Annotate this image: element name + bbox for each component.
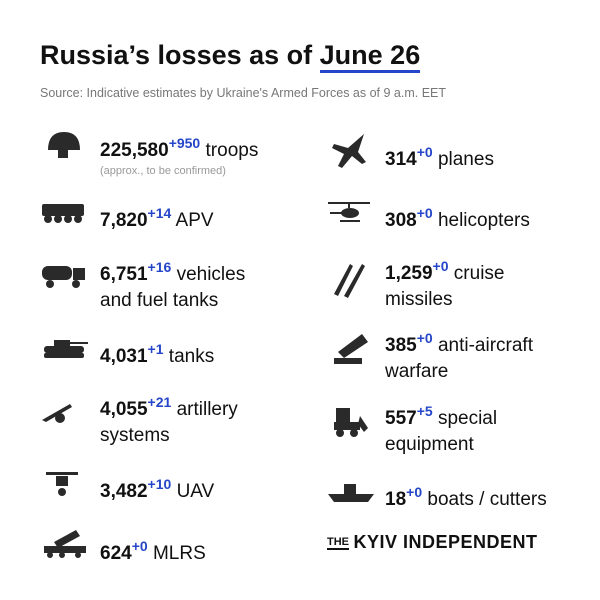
stat-item: 4,055+21 artillery systems bbox=[100, 389, 238, 449]
brand-name: KYIV INDEPENDENT bbox=[353, 532, 538, 552]
icon-aa bbox=[334, 334, 368, 364]
stat-item: 4,031+1 tanks bbox=[100, 336, 214, 370]
stat-item: 557+5 special equipment bbox=[385, 398, 497, 458]
stat-label: planes bbox=[437, 149, 494, 170]
stat-delta: +0 bbox=[416, 330, 433, 346]
stat-value: 4,031 bbox=[100, 346, 148, 367]
stat-item: 314+0 planes bbox=[385, 139, 494, 173]
stat-delta: +14 bbox=[147, 205, 172, 221]
stat-line: systems bbox=[100, 423, 238, 449]
stat-label: warfare bbox=[385, 361, 449, 382]
stat-label: UAV bbox=[176, 481, 215, 502]
stat-value: 385 bbox=[385, 335, 417, 356]
stat-label: helicopters bbox=[437, 210, 530, 231]
stat-line: equipment bbox=[385, 432, 497, 458]
stat-label: cruise bbox=[453, 263, 505, 284]
stat-label: vehicles bbox=[176, 264, 246, 285]
title: Russia’s losses as of June 26 bbox=[40, 40, 421, 73]
icon-plane bbox=[332, 134, 366, 168]
icon-artillery bbox=[42, 404, 72, 423]
stat-item: 308+0 helicopters bbox=[385, 200, 530, 234]
stat-label: tanks bbox=[168, 346, 215, 367]
stat-label: troops bbox=[205, 140, 259, 161]
stat-note: (approx., to be confirmed) bbox=[100, 165, 226, 177]
stat-line: missiles bbox=[385, 287, 504, 313]
stat-value: 7,820 bbox=[100, 210, 148, 231]
stat-line: 18+0 boats / cutters bbox=[385, 479, 547, 513]
icon-special bbox=[334, 408, 368, 437]
stat-line: 4,055+21 artillery bbox=[100, 389, 238, 423]
stat-label: boats / cutters bbox=[427, 489, 547, 510]
stat-line: 314+0 planes bbox=[385, 139, 494, 173]
stat-line: 3,482+10 UAV bbox=[100, 471, 214, 505]
stat-delta: +21 bbox=[147, 394, 172, 410]
stat-line: 4,031+1 tanks bbox=[100, 336, 214, 370]
stat-delta: +0 bbox=[416, 144, 433, 160]
title-date: June 26 bbox=[319, 40, 421, 73]
stat-label: special bbox=[437, 408, 498, 429]
icon-apv bbox=[42, 204, 84, 223]
stat-label: anti-aircraft bbox=[437, 335, 533, 356]
brand: THE KYIV INDEPENDENT bbox=[327, 532, 537, 553]
stat-line: 1,259+0 cruise bbox=[385, 253, 504, 287]
stat-item: 18+0 boats / cutters bbox=[385, 479, 547, 513]
stat-line: 385+0 anti-aircraft bbox=[385, 325, 533, 359]
stat-item: 385+0 anti-aircraft warfare bbox=[385, 325, 533, 385]
stat-delta: +10 bbox=[147, 476, 172, 492]
stat-label: and fuel tanks bbox=[100, 290, 219, 311]
stat-label: MLRS bbox=[152, 543, 206, 564]
icon-tank bbox=[44, 340, 88, 358]
stat-value: 1,259 bbox=[385, 263, 433, 284]
stat-label: artillery bbox=[176, 399, 238, 420]
stat-line: 308+0 helicopters bbox=[385, 200, 530, 234]
stat-line: 624+0 MLRS bbox=[100, 533, 206, 567]
stat-delta: +0 bbox=[432, 258, 449, 274]
stat-value: 18 bbox=[385, 489, 407, 510]
title-text: Russia’s losses as of bbox=[40, 40, 313, 70]
stat-line: 557+5 special bbox=[385, 398, 497, 432]
stat-delta: +950 bbox=[168, 135, 201, 151]
brand-prefix: THE bbox=[327, 536, 349, 550]
stat-delta: +1 bbox=[147, 341, 164, 357]
icon-boat bbox=[328, 484, 374, 502]
icon-helicopter bbox=[328, 202, 370, 222]
stat-label: equipment bbox=[385, 434, 474, 455]
stat-delta: +0 bbox=[416, 205, 433, 221]
stat-value: 4,055 bbox=[100, 399, 148, 420]
stat-line: 225,580+950 troops bbox=[100, 130, 258, 164]
stat-line: and fuel tanks bbox=[100, 288, 245, 314]
icon-mlrs bbox=[44, 530, 86, 558]
stat-line: 6,751+16 vehicles bbox=[100, 254, 245, 288]
stat-line: 7,820+14 APV bbox=[100, 200, 214, 234]
stat-value: 308 bbox=[385, 210, 417, 231]
stat-value: 225,580 bbox=[100, 140, 169, 161]
stat-item: 3,482+10 UAV bbox=[100, 471, 214, 505]
stat-item: 624+0 MLRS bbox=[100, 533, 206, 567]
stat-value: 557 bbox=[385, 408, 417, 429]
stat-label: missiles bbox=[385, 289, 453, 310]
stat-item: 7,820+14 APV bbox=[100, 200, 214, 234]
stat-delta: +5 bbox=[416, 403, 433, 419]
icon-missiles bbox=[334, 264, 365, 298]
icon-uav bbox=[46, 472, 78, 496]
stat-delta: +0 bbox=[406, 484, 423, 500]
stat-item: 6,751+16 vehicles and fuel tanks bbox=[100, 254, 245, 314]
stat-delta: +0 bbox=[131, 538, 148, 554]
stat-value: 314 bbox=[385, 149, 417, 170]
stat-item: 225,580+950 troops (approx., to be confir… bbox=[100, 130, 258, 178]
source: Source: Indicative estimates by Ukraine'… bbox=[40, 86, 447, 100]
icon-vehicle bbox=[42, 266, 85, 288]
stat-value: 624 bbox=[100, 543, 132, 564]
stat-label: systems bbox=[100, 425, 170, 446]
stat-item: 1,259+0 cruise missiles bbox=[385, 253, 504, 313]
stat-label: APV bbox=[175, 210, 214, 231]
stat-line: warfare bbox=[385, 359, 533, 385]
stat-delta: +16 bbox=[147, 259, 172, 275]
stat-value: 6,751 bbox=[100, 264, 148, 285]
stat-value: 3,482 bbox=[100, 481, 148, 502]
icon-helmet bbox=[48, 132, 80, 158]
